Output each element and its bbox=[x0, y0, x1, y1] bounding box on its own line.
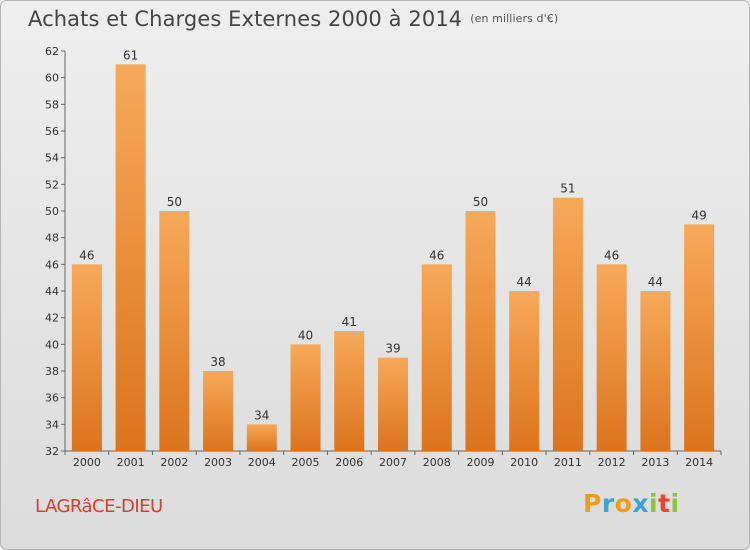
bar-2003 bbox=[203, 371, 234, 451]
x-tick-label: 2009 bbox=[466, 456, 494, 469]
data-label-2003: 38 bbox=[210, 355, 225, 369]
x-tick-label: 2011 bbox=[554, 456, 582, 469]
y-tick-label: 46 bbox=[45, 258, 59, 271]
y-tick-label: 40 bbox=[45, 338, 59, 351]
y-tick-label: 50 bbox=[45, 205, 59, 218]
logo-letter: x bbox=[632, 489, 649, 518]
data-label-2010: 44 bbox=[517, 275, 532, 289]
bar-2013 bbox=[640, 291, 671, 451]
bar-2009 bbox=[465, 211, 496, 451]
y-tick-label: 44 bbox=[45, 285, 59, 298]
bar-2008 bbox=[421, 264, 452, 451]
bar-2014 bbox=[684, 224, 715, 451]
bar-layer bbox=[71, 64, 715, 452]
data-label-2000: 46 bbox=[79, 248, 94, 262]
data-label-2006: 41 bbox=[342, 315, 357, 329]
bar-2007 bbox=[378, 357, 408, 451]
logo-letter: o bbox=[614, 489, 633, 518]
commune-name: LAGRâCE-DIEU bbox=[35, 496, 163, 517]
axis-layer: 32 34 36 38 40 42 44 46 48 50 52 54 56 58 60 62 2000 2001… bbox=[45, 45, 722, 469]
bar-2001 bbox=[115, 64, 146, 452]
y-tick-label: 32 bbox=[45, 445, 59, 458]
y-tick-label: 42 bbox=[45, 312, 59, 325]
x-tick-label: 2006 bbox=[335, 456, 363, 469]
logo-letter: i bbox=[670, 489, 680, 518]
x-tick-label: 2013 bbox=[641, 456, 669, 469]
data-label-2014: 49 bbox=[691, 208, 706, 222]
data-label-2008: 46 bbox=[429, 248, 444, 262]
bar-2002 bbox=[159, 211, 190, 451]
bar-2006 bbox=[334, 331, 365, 451]
y-tick-label: 38 bbox=[45, 365, 59, 378]
bar-2004 bbox=[246, 424, 277, 451]
x-tick-label: 2007 bbox=[379, 456, 407, 469]
x-tick-label: 2012 bbox=[598, 456, 626, 469]
proxiti-logo: Proxiti bbox=[583, 489, 680, 518]
logo-letter: r bbox=[601, 489, 615, 518]
y-tick-label: 48 bbox=[45, 232, 59, 245]
logo-letter: P bbox=[583, 489, 602, 518]
y-tick-label: 52 bbox=[45, 178, 59, 191]
data-label-2011: 51 bbox=[560, 182, 575, 196]
bar-2010 bbox=[509, 291, 540, 451]
y-tick-label: 36 bbox=[45, 392, 59, 405]
x-tick-label: 2001 bbox=[117, 456, 145, 469]
x-tick-label: 2002 bbox=[160, 456, 188, 469]
data-label-2009: 50 bbox=[473, 195, 488, 209]
bar-2005 bbox=[290, 344, 321, 451]
bar-2011 bbox=[552, 197, 583, 451]
x-tick-label: 2000 bbox=[73, 456, 101, 469]
x-tick-label: 2014 bbox=[685, 456, 713, 469]
chart-unit: (en milliers d'€) bbox=[470, 12, 559, 25]
logo-letter: i bbox=[649, 489, 659, 518]
data-label-2004: 34 bbox=[254, 408, 269, 422]
data-label-2012: 46 bbox=[604, 248, 619, 262]
bar-2000 bbox=[71, 264, 102, 451]
data-label-2002: 50 bbox=[167, 195, 182, 209]
y-tick-label: 34 bbox=[45, 418, 59, 431]
chart-title: Achats et Charges Externes 2000 à 2014 (e… bbox=[28, 7, 558, 31]
bar-2012 bbox=[596, 264, 627, 451]
x-tick-label: 2010 bbox=[510, 456, 538, 469]
y-tick-label: 62 bbox=[45, 45, 59, 58]
data-label-2001: 61 bbox=[123, 48, 138, 62]
x-tick-label: 2003 bbox=[204, 456, 232, 469]
y-tick-label: 54 bbox=[45, 152, 59, 165]
y-tick-label: 58 bbox=[45, 98, 59, 111]
x-tick-label: 2004 bbox=[248, 456, 276, 469]
x-tick-label: 2008 bbox=[423, 456, 451, 469]
y-tick-label: 56 bbox=[45, 125, 59, 138]
data-label-2005: 40 bbox=[298, 328, 313, 342]
x-tick-label: 2005 bbox=[292, 456, 320, 469]
chart-title-text: Achats et Charges Externes 2000 à 2014 bbox=[28, 7, 463, 31]
data-label-2013: 44 bbox=[648, 275, 663, 289]
y-tick-label: 60 bbox=[45, 72, 59, 85]
label-layer: 46 61 50 38 34 40 41 39 46 50 44 51 46 44 49 bbox=[79, 48, 707, 422]
data-label-2007: 39 bbox=[385, 342, 400, 356]
logo-letter: t bbox=[658, 489, 671, 518]
